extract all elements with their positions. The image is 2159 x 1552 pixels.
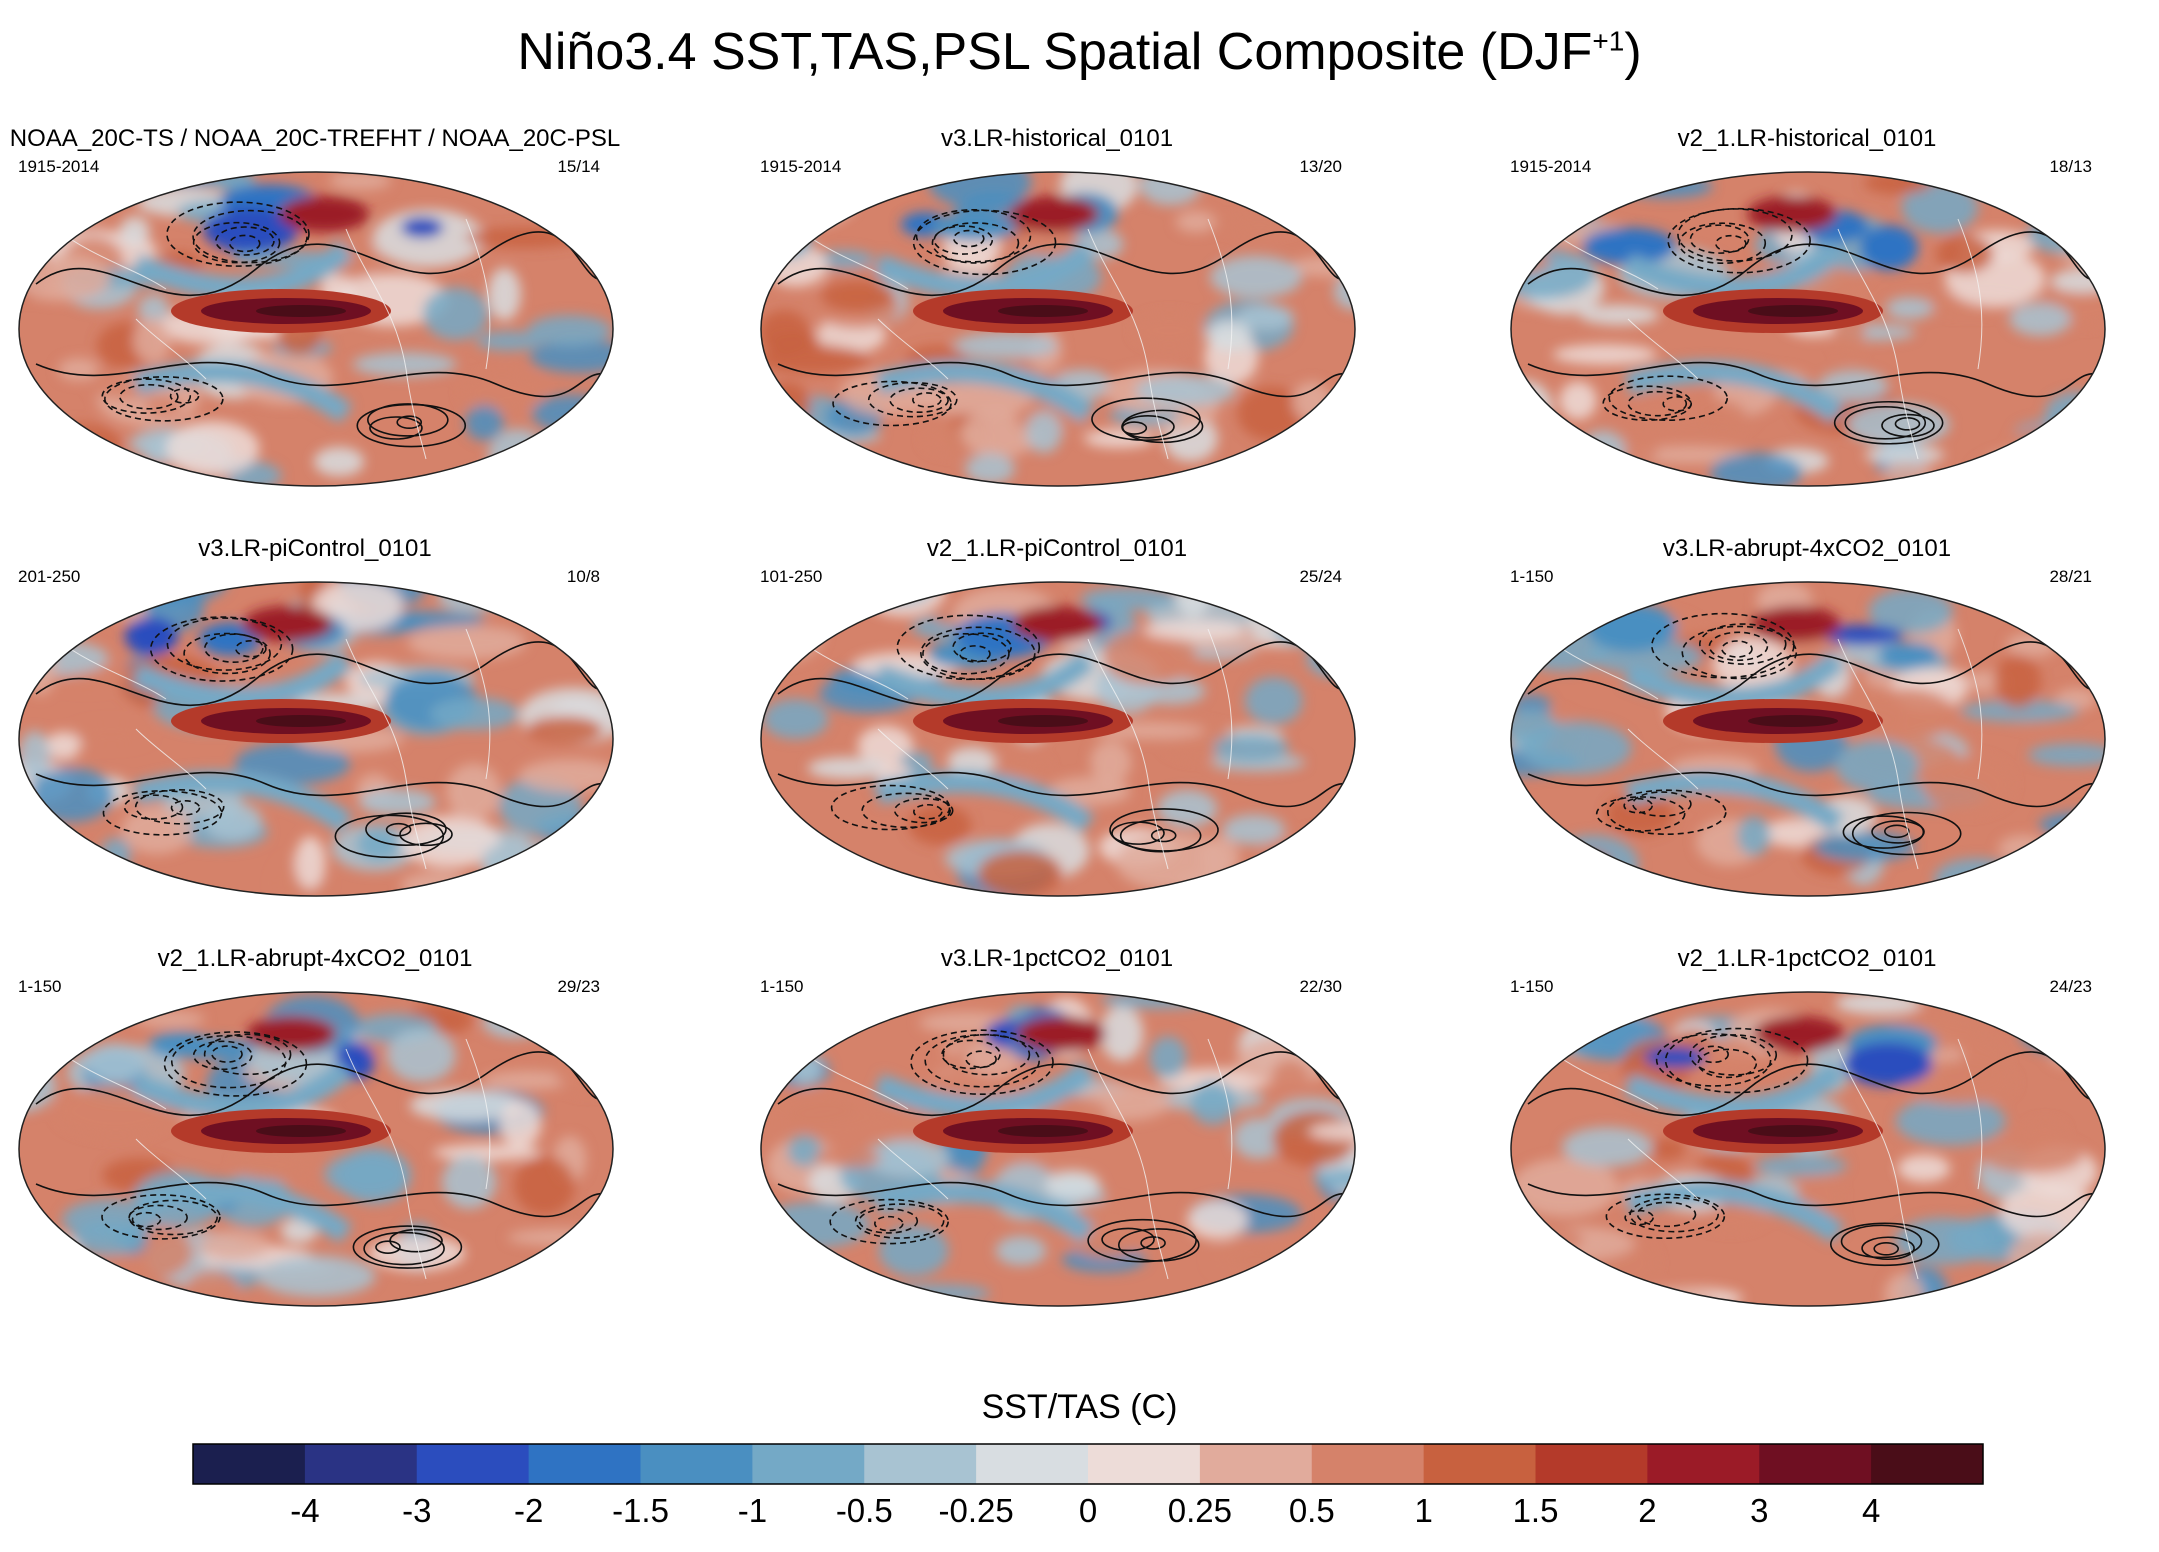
map-panel: v2_1.LR-piControl_0101 101-250 25/24 [742, 535, 1372, 945]
colorbar-tick-label: 1.5 [1513, 1492, 1559, 1529]
map-panel: v3.LR-historical_0101 1915-2014 13/20 [742, 125, 1372, 535]
map-panel: v3.LR-1pctCO2_0101 1-150 22/30 [742, 945, 1372, 1355]
map-panel: v3.LR-piControl_0101 201-250 10/8 [0, 535, 630, 945]
panel-period: 1915-2014 [1510, 157, 1592, 176]
panel-title: v3.LR-historical_0101 [940, 125, 1174, 152]
colorbar-swatch [416, 1444, 530, 1484]
panel-title: v3.LR-piControl_0101 [198, 535, 432, 562]
panel-count: 22/30 [1299, 977, 1342, 996]
map-panel: v2_1.LR-abrupt-4xCO2_0101 1-150 29/23 [0, 945, 630, 1355]
panel-count: 18/13 [2049, 157, 2092, 176]
figure-title-superscript: +1 [1592, 25, 1625, 57]
global-map [1510, 991, 2106, 1307]
colorbar-swatch [1199, 1444, 1313, 1484]
panel-count: 15/14 [557, 157, 600, 176]
map-panel: NOAA_20C-TS / NOAA_20C-TREFHT / NOAA_20C… [0, 125, 630, 535]
colorbar-swatch [1311, 1444, 1425, 1484]
colorbar-tick-label: 0.5 [1289, 1492, 1335, 1529]
figure-title-main: Niño3.4 SST,TAS,PSL Spatial Composite (D… [517, 23, 1593, 81]
colorbar-swatch [1759, 1444, 1872, 1484]
map-panel: v2_1.LR-1pctCO2_0101 1-150 24/23 [1492, 945, 2122, 1355]
panel-title: v2_1.LR-1pctCO2_0101 [1677, 945, 1937, 972]
colorbar-tick-label: -4 [290, 1492, 319, 1529]
panel-title: v3.LR-1pctCO2_0101 [940, 945, 1174, 972]
panel-period: 1-150 [1510, 977, 1554, 996]
panel-count: 28/21 [2049, 567, 2092, 586]
map-panel: v2_1.LR-historical_0101 1915-2014 18/13 [1492, 125, 2122, 535]
global-map [1510, 171, 2106, 487]
panel-count: 29/23 [557, 977, 600, 996]
global-map [760, 171, 1356, 487]
panel-count: 24/23 [2049, 977, 2092, 996]
figure-title: Niño3.4 SST,TAS,PSL Spatial Composite (D… [0, 22, 2159, 82]
map-panel: v3.LR-abrupt-4xCO2_0101 1-150 28/21 [1492, 535, 2122, 945]
panel-period: 1915-2014 [760, 157, 842, 176]
colorbar-swatch [1088, 1444, 1201, 1484]
colorbar-tick-label: -1 [738, 1492, 767, 1529]
colorbar-tick-label: -3 [402, 1492, 431, 1529]
panel-period: 201-250 [18, 567, 81, 586]
panel-period: 1-150 [18, 977, 62, 996]
panel-title: v2_1.LR-piControl_0101 [926, 535, 1188, 562]
global-map [18, 581, 614, 897]
colorbar-tick-label: 2 [1638, 1492, 1656, 1529]
colorbar-tick-label: 0.25 [1168, 1492, 1232, 1529]
panel-title: v3.LR-abrupt-4xCO2_0101 [1662, 535, 1952, 562]
colorbar-tick-label: -2 [514, 1492, 543, 1529]
colorbar-swatch [1423, 1444, 1537, 1484]
panel-count: 13/20 [1299, 157, 1342, 176]
colorbar-swatch [193, 1444, 306, 1484]
colorbar-tick-label: 1 [1414, 1492, 1432, 1529]
panel-title: NOAA_20C-TS / NOAA_20C-TREFHT / NOAA_20C… [9, 125, 621, 152]
panel-count: 10/8 [566, 567, 600, 586]
panel-title: v2_1.LR-abrupt-4xCO2_0101 [157, 945, 473, 972]
global-map [760, 581, 1356, 897]
panel-period: 1-150 [1510, 567, 1554, 586]
colorbar-title: SST/TAS (C) [981, 1388, 1178, 1426]
colorbar-tick-label: -1.5 [612, 1492, 669, 1529]
global-map [18, 171, 614, 487]
colorbar-swatch [1535, 1444, 1648, 1484]
colorbar-tick-label: 3 [1750, 1492, 1768, 1529]
panel-period: 101-250 [760, 567, 823, 586]
colorbar-tick-label: -0.5 [836, 1492, 893, 1529]
colorbar-swatch [752, 1444, 865, 1484]
figure-title-close: ) [1624, 23, 1642, 81]
colorbar-swatch [1871, 1444, 1984, 1484]
global-map [1510, 581, 2106, 897]
global-map [760, 991, 1356, 1307]
colorbar-tick-label: -0.25 [939, 1492, 1014, 1529]
panel-title: v2_1.LR-historical_0101 [1677, 125, 1937, 152]
colorbar-swatch [528, 1444, 642, 1484]
colorbar-tick-label: 0 [1079, 1492, 1097, 1529]
panel-period: 1915-2014 [18, 157, 100, 176]
colorbar-swatch [640, 1444, 753, 1484]
panel-period: 1-150 [760, 977, 804, 996]
colorbar-swatch [304, 1444, 418, 1484]
colorbar-swatch [1647, 1444, 1760, 1484]
panel-count: 25/24 [1299, 567, 1342, 586]
colorbar-swatch [976, 1444, 1089, 1484]
global-map [18, 991, 614, 1307]
colorbar-swatch [864, 1444, 977, 1484]
colorbar-tick-label: 4 [1862, 1492, 1880, 1529]
